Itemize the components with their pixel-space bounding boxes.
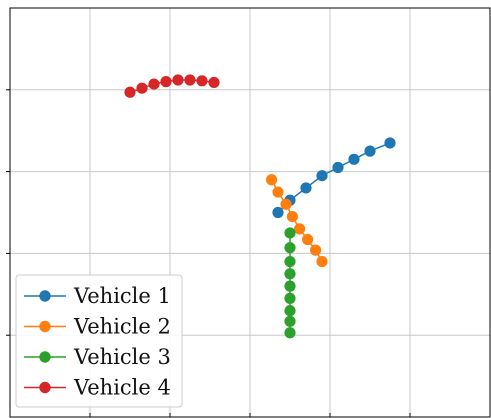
data-point [196,75,208,87]
data-point [284,327,296,339]
plot-frame [9,7,491,418]
data-point [265,174,278,186]
data-point [284,268,296,280]
data-point [280,198,292,210]
series-2 [265,174,328,268]
data-point [332,161,344,174]
data-point [272,206,284,219]
legend-label: Vehicle 4 [73,376,171,400]
series-4 [124,74,220,98]
legend-marker [39,381,51,394]
data-point [301,233,314,246]
data-point [293,223,306,235]
legend-marker [39,320,51,333]
data-point [348,153,360,165]
legend: Vehicle 1 Vehicle 2 Vehicle 3 Vehicle 4 [15,274,183,408]
data-point [208,76,220,89]
data-point [172,74,184,86]
data-point [160,76,172,88]
data-point [284,305,296,317]
data-point [284,227,296,239]
data-point [284,280,296,292]
data-point [148,78,160,90]
legend-entry: Vehicle 3 [24,345,171,369]
data-point [316,170,328,182]
data-point [316,255,328,268]
grid [10,8,490,417]
ticks [6,89,411,417]
data-point [364,145,376,157]
data-point [300,182,312,194]
series-3 [284,227,296,339]
data-point [286,210,298,223]
legend-marker [39,351,51,363]
data-point [184,74,196,86]
data-point [284,292,296,304]
legend-entry: Vehicle 1 [24,284,171,308]
data-point [124,86,136,98]
legend-entry: Vehicle 4 [24,376,171,400]
legend-label: Vehicle 3 [73,345,171,369]
legend-marker [39,290,51,302]
data-point [284,242,296,254]
data-point [284,255,296,268]
legend-entry: Vehicle 2 [24,315,171,339]
data-point [284,315,296,327]
data-point [136,82,148,94]
legend-box [15,274,183,408]
data-point [272,186,284,198]
legend-label: Vehicle 1 [73,284,171,308]
data-point [384,137,396,149]
legend-label: Vehicle 2 [73,315,171,339]
data-point [309,244,322,256]
